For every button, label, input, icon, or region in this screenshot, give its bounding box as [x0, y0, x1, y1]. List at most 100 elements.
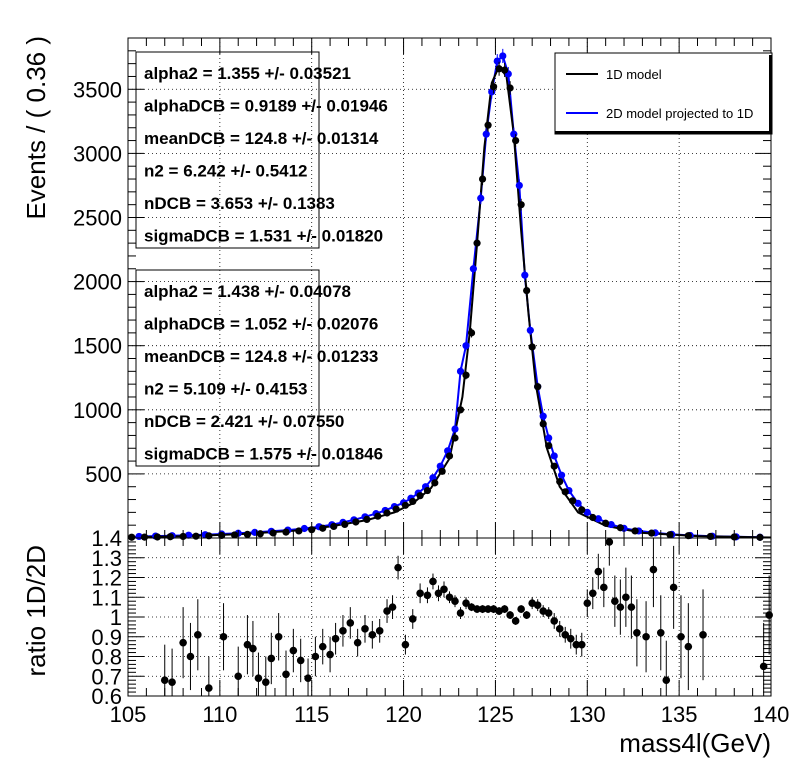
point-1d [467, 329, 476, 337]
ratio-point [484, 605, 492, 613]
point-1d [684, 532, 692, 540]
point-1d [666, 531, 674, 539]
param-line: n2 = 6.242 +/- 0.5412 [144, 162, 308, 181]
ratio-point [662, 676, 671, 684]
point-1d [602, 519, 610, 527]
ratio-point [583, 599, 592, 607]
point-1d [166, 533, 174, 541]
ratio-point [594, 567, 603, 576]
main-y-axis-label: Events / ( 0.36 ) [21, 36, 51, 220]
ratio-point [368, 630, 377, 639]
point-2d [545, 434, 553, 442]
point-1d [478, 175, 487, 183]
ratio-point [649, 565, 658, 574]
ratio-point [401, 640, 410, 649]
ratio-ytick-label: 1.3 [91, 546, 122, 571]
ratio-point [500, 605, 509, 613]
point-1d [456, 406, 465, 414]
point-2d [594, 515, 602, 523]
ratio-point [326, 650, 334, 659]
ratio-point [511, 617, 520, 625]
point-1d [578, 506, 586, 514]
ratio-point [656, 629, 665, 637]
main-ytick-labels: 500 1000 1500 2000 2500 3000 3500 [73, 77, 122, 487]
ratio-ytick-label: 0.6 [91, 684, 122, 709]
ratio-point [550, 617, 559, 625]
legend-shadow-right [769, 55, 772, 134]
point-2d [574, 499, 582, 507]
ratio-xtick-label: 105 [110, 702, 147, 727]
ratio-point [416, 589, 424, 598]
legend: 1D model 2D model projected to 1D [554, 52, 773, 135]
ratio-point [759, 662, 768, 671]
point-2d [300, 524, 308, 533]
point-1d [128, 533, 136, 541]
point-1d [462, 371, 470, 379]
point-1d [647, 529, 656, 537]
point-2d [510, 130, 518, 138]
ratio-point [462, 599, 470, 607]
point-1d [489, 83, 498, 91]
point-1d [192, 532, 200, 540]
param-line: meanDCB = 124.8 +/- 0.01233 [144, 347, 378, 366]
ratio-point [179, 638, 187, 647]
param-line: nDCB = 2.421 +/- 0.07550 [144, 412, 344, 431]
point-1d [363, 515, 371, 524]
ratio-point [765, 611, 773, 619]
ratio-xtick-labels: 105 110 115 120 125 130 135 140 [110, 702, 790, 727]
ratio-point [522, 611, 531, 619]
point-1d [295, 527, 303, 535]
point-1d [528, 343, 536, 351]
ratio-point [318, 642, 327, 651]
point-1d [561, 488, 569, 496]
param-line: n2 = 5.109 +/- 0.4153 [144, 380, 308, 399]
legend-label: 2D model projected to 1D [606, 106, 753, 121]
point-2d [477, 194, 485, 202]
point-1d [416, 492, 424, 500]
ratio-point [588, 589, 597, 598]
ratio-point [311, 652, 320, 661]
x-axis-label: mass4l(GeV) [619, 728, 771, 758]
ratio-point [289, 646, 298, 655]
main-ytick-label: 1000 [73, 398, 122, 423]
point-1d [256, 530, 264, 538]
ratio-point [445, 593, 454, 602]
point-1d [409, 497, 417, 506]
ratio-ytick-label: 1.1 [91, 585, 122, 610]
ratio-point [699, 630, 707, 639]
point-1d [423, 486, 432, 495]
ratio-point [555, 625, 564, 633]
ratio-point [478, 605, 487, 613]
point-2d [557, 471, 566, 479]
ratio-point [684, 642, 693, 651]
point-2d [539, 412, 547, 420]
ratio-point [339, 627, 347, 635]
point-2d [607, 520, 615, 529]
point-1d [512, 136, 520, 145]
ratio-point [616, 603, 625, 611]
point-2d [526, 326, 534, 334]
point-1d [506, 84, 514, 92]
param-line: sigmaDCB = 1.575 +/- 0.01846 [144, 445, 383, 464]
ratio-xtick-label: 140 [753, 702, 790, 727]
ratio-ytick-label: 0.8 [91, 645, 122, 670]
point-1d [706, 532, 714, 541]
ratio-point [331, 634, 340, 643]
ratio-point [544, 609, 553, 617]
ratio-y-axis-label: ratio 1D/2D [21, 545, 51, 677]
point-1d [545, 442, 553, 450]
ratio-ytick-label: 1.2 [91, 566, 122, 591]
param-line: alpha2 = 1.438 +/- 0.04078 [144, 282, 351, 301]
point-2d [499, 52, 507, 60]
main-panel: 500 1000 1500 2000 2500 3000 3500 Events / ( 0… [21, 36, 772, 541]
point-1d [756, 533, 764, 541]
ratio-point [346, 619, 355, 627]
point-2d [456, 367, 465, 375]
point-1d [631, 527, 639, 535]
ratio-point [383, 607, 391, 615]
point-2d [521, 271, 529, 279]
ratio-point [160, 676, 169, 684]
ratio-point [361, 625, 369, 633]
ratio-point [205, 684, 213, 692]
point-1d [501, 66, 509, 74]
